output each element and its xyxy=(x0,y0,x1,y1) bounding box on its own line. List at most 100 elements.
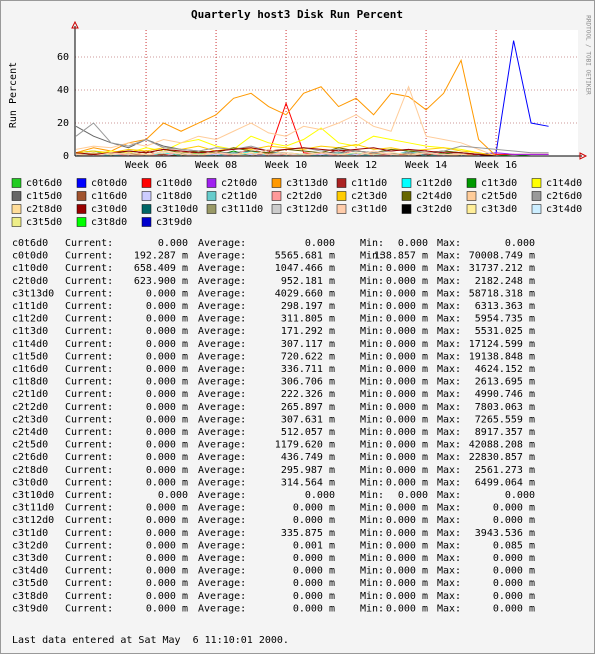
stat-value: 0.000 m xyxy=(386,339,428,350)
stat-value: 0.000 xyxy=(158,238,188,249)
stat-name: c0t6d0 xyxy=(12,238,48,249)
stat-name: c3t10d0 xyxy=(12,490,54,501)
stat-value: 0.000 m xyxy=(386,578,428,589)
stat-value: 0.000 m xyxy=(386,402,428,413)
stat-label: Min: xyxy=(360,402,384,413)
stat-name: c3t4d0 xyxy=(12,566,48,577)
stat-label: Current: xyxy=(65,528,113,539)
stat-value: 0.000 m xyxy=(386,427,428,438)
stat-value: 1179.620 m xyxy=(275,440,335,451)
stat-value: 5565.681 m xyxy=(275,251,335,262)
legend-swatch xyxy=(401,204,412,214)
stat-value: 0.000 m xyxy=(386,477,428,488)
stat-value: 0.000 m xyxy=(293,566,335,577)
legend-label: c3t5d0 xyxy=(26,217,62,228)
stat-label: Min: xyxy=(360,591,384,602)
stat-value: 0.000 m xyxy=(386,414,428,425)
stat-name: c2t1d0 xyxy=(12,389,48,400)
stat-value: 0.000 m xyxy=(386,553,428,564)
stat-value: 17124.599 m xyxy=(469,339,535,350)
stat-label: Max: xyxy=(437,465,461,476)
legend-label: c1t5d0 xyxy=(26,191,62,202)
stat-label: Average: xyxy=(198,477,246,488)
stat-label: Average: xyxy=(198,440,246,451)
stat-label: Max: xyxy=(437,263,461,274)
stat-value: 314.564 m xyxy=(281,477,335,488)
stat-label: Average: xyxy=(198,263,246,274)
stat-value: 0.000 m xyxy=(146,591,188,602)
stat-label: Min: xyxy=(360,288,384,299)
stat-value: 0.000 m xyxy=(386,566,428,577)
stat-name: c3t13d0 xyxy=(12,288,54,299)
stat-value: 31737.212 m xyxy=(469,263,535,274)
stat-value: 222.326 m xyxy=(281,389,335,400)
stat-value: 436.749 m xyxy=(281,452,335,463)
stat-name: c1t6d0 xyxy=(12,364,48,375)
stat-name: c2t3d0 xyxy=(12,414,48,425)
stat-value: 0.000 m xyxy=(146,402,188,413)
legend-swatch xyxy=(531,204,542,214)
legend-swatch xyxy=(401,191,412,201)
stat-value: 0.000 m xyxy=(146,578,188,589)
stat-value: 19138.848 m xyxy=(469,351,535,362)
stat-label: Average: xyxy=(198,276,246,287)
stat-value: 42088.208 m xyxy=(469,440,535,451)
stat-label: Min: xyxy=(360,490,384,501)
stat-value: 0.000 xyxy=(158,490,188,501)
stat-label: Average: xyxy=(198,490,246,501)
stat-name: c0t0d0 xyxy=(12,251,48,262)
stat-value: 0.000 m xyxy=(146,553,188,564)
stat-label: Current: xyxy=(65,503,113,514)
stat-value: 4990.746 m xyxy=(475,389,535,400)
stat-value: 8917.357 m xyxy=(475,427,535,438)
stat-label: Max: xyxy=(437,414,461,425)
stat-label: Min: xyxy=(360,339,384,350)
stat-value: 720.622 m xyxy=(281,351,335,362)
stat-label: Average: xyxy=(198,326,246,337)
stat-label: Current: xyxy=(65,364,113,375)
stat-name: c1t3d0 xyxy=(12,326,48,337)
stat-name: c3t12d0 xyxy=(12,515,54,526)
stat-value: 0.000 m xyxy=(146,452,188,463)
stat-name: c3t9d0 xyxy=(12,603,48,614)
stat-label: Max: xyxy=(437,238,461,249)
stat-label: Current: xyxy=(65,377,113,388)
stat-value: 0.000 m xyxy=(386,326,428,337)
stat-value: 0.000 m xyxy=(146,326,188,337)
legend-label: c1t1d0 xyxy=(351,178,387,189)
stat-label: Current: xyxy=(65,326,113,337)
stat-label: Min: xyxy=(360,477,384,488)
stat-label: Max: xyxy=(437,288,461,299)
stat-label: Max: xyxy=(437,351,461,362)
stat-label: Current: xyxy=(65,427,113,438)
stat-label: Min: xyxy=(360,553,384,564)
legend-label: c1t2d0 xyxy=(416,178,452,189)
stat-label: Average: xyxy=(198,314,246,325)
stat-value: 311.805 m xyxy=(281,314,335,325)
stat-value: 0.000 m xyxy=(493,553,535,564)
stat-value: 0.000 m xyxy=(293,591,335,602)
stat-value: 0.000 m xyxy=(146,440,188,451)
stat-value: 0.000 m xyxy=(146,540,188,551)
stat-label: Average: xyxy=(198,288,246,299)
stat-label: Current: xyxy=(65,314,113,325)
stat-label: Current: xyxy=(65,301,113,312)
stat-value: 0.000 m xyxy=(386,503,428,514)
legend-swatch xyxy=(466,204,477,214)
y-tick-label: 20 xyxy=(57,118,69,129)
legend-label: c3t3d0 xyxy=(481,204,517,215)
stat-label: Min: xyxy=(360,440,384,451)
stat-name: c1t0d0 xyxy=(12,263,48,274)
stat-value: 0.000 m xyxy=(386,591,428,602)
stat-value: 0.000 m xyxy=(386,351,428,362)
stat-label: Average: xyxy=(198,402,246,413)
stat-label: Min: xyxy=(360,238,384,249)
legend-label: c0t0d0 xyxy=(91,178,127,189)
stat-label: Average: xyxy=(198,414,246,425)
legend-swatch xyxy=(401,178,412,188)
stat-value: 0.000 m xyxy=(146,603,188,614)
legend-label: c2t2d0 xyxy=(286,191,322,202)
stat-label: Current: xyxy=(65,553,113,564)
x-tick-label: Week 16 xyxy=(475,160,517,171)
stat-value: 0.000 m xyxy=(146,465,188,476)
